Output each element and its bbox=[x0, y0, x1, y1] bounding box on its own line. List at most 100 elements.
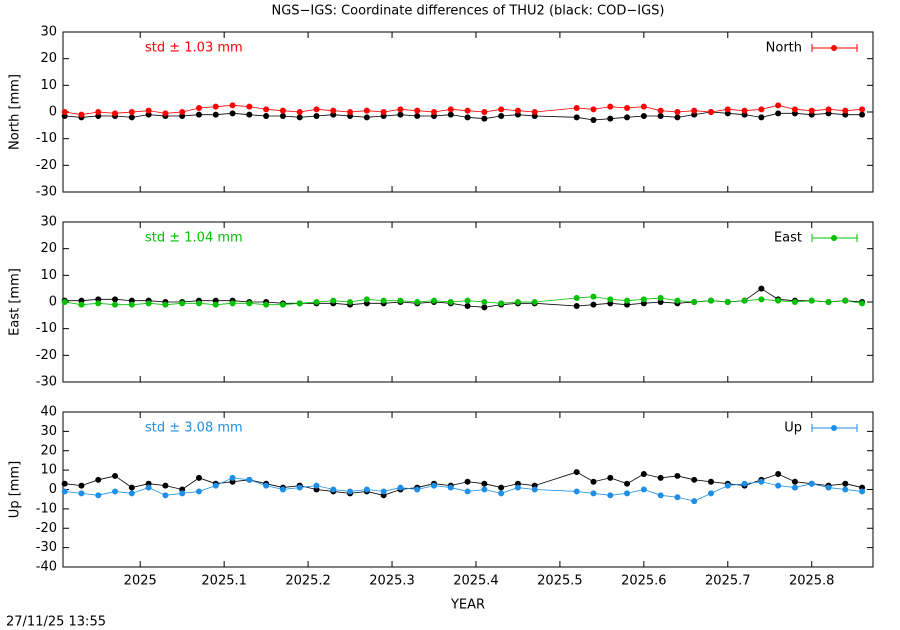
data-point bbox=[246, 111, 253, 118]
data-point bbox=[775, 110, 782, 117]
y-axis-label: North [mm] bbox=[8, 74, 23, 150]
data-point bbox=[128, 301, 135, 308]
x-tick-label: 2025.2 bbox=[285, 574, 331, 589]
legend-marker bbox=[831, 425, 837, 431]
data-point bbox=[78, 482, 85, 489]
data-point bbox=[414, 486, 421, 493]
data-point bbox=[708, 478, 714, 485]
data-point bbox=[640, 103, 647, 110]
data-point bbox=[296, 484, 303, 491]
y-tick-label: 20 bbox=[40, 51, 57, 66]
data-point bbox=[859, 300, 866, 307]
data-point bbox=[279, 113, 286, 119]
data-point bbox=[624, 105, 631, 111]
data-point bbox=[313, 106, 320, 113]
data-point bbox=[279, 486, 286, 493]
data-point bbox=[229, 110, 236, 117]
data-point bbox=[263, 482, 270, 489]
y-tick-label: 10 bbox=[40, 78, 57, 93]
data-point bbox=[640, 113, 647, 119]
data-point bbox=[590, 293, 597, 300]
y-tick-label: -20 bbox=[36, 158, 57, 173]
data-point bbox=[95, 492, 102, 499]
data-point bbox=[431, 482, 438, 489]
data-point bbox=[263, 113, 270, 119]
data-point bbox=[657, 295, 664, 301]
data-point bbox=[296, 109, 303, 115]
data-point bbox=[791, 299, 798, 305]
data-point bbox=[498, 113, 505, 119]
data-point bbox=[708, 490, 714, 497]
data-point bbox=[624, 297, 631, 304]
data-point bbox=[808, 480, 815, 487]
data-point bbox=[95, 300, 102, 307]
data-point bbox=[657, 474, 664, 481]
y-axis-label: Up [mm] bbox=[8, 461, 23, 518]
y-tick-label: -30 bbox=[36, 185, 57, 200]
data-point bbox=[842, 486, 849, 493]
x-tick-label: 2025.1 bbox=[201, 574, 247, 589]
data-point bbox=[464, 297, 471, 304]
data-point bbox=[380, 488, 387, 495]
data-point bbox=[78, 490, 85, 497]
data-point bbox=[112, 472, 119, 479]
data-point bbox=[330, 107, 337, 114]
x-tick-label: 2025.3 bbox=[369, 574, 415, 589]
data-point bbox=[112, 296, 119, 303]
data-point bbox=[464, 114, 471, 121]
data-point bbox=[431, 297, 438, 304]
data-point bbox=[246, 103, 253, 110]
data-point bbox=[607, 492, 614, 499]
data-point bbox=[162, 110, 169, 117]
data-point bbox=[657, 113, 664, 119]
data-point bbox=[145, 484, 152, 491]
y-tick-label: 20 bbox=[40, 443, 57, 458]
data-point bbox=[279, 107, 286, 114]
data-point bbox=[640, 471, 647, 477]
y-tick-label: -20 bbox=[36, 521, 57, 536]
data-point bbox=[724, 482, 731, 489]
data-point bbox=[195, 300, 202, 307]
data-point bbox=[674, 109, 681, 115]
legend-marker bbox=[831, 45, 837, 51]
data-point bbox=[674, 297, 681, 304]
data-point bbox=[447, 299, 454, 305]
data-point bbox=[112, 488, 119, 495]
data-point bbox=[657, 492, 664, 499]
x-tick-label: 2025.7 bbox=[705, 574, 751, 589]
data-point bbox=[498, 106, 505, 113]
data-point bbox=[397, 106, 404, 113]
data-point bbox=[347, 488, 354, 495]
data-point bbox=[741, 297, 748, 304]
data-point bbox=[363, 107, 370, 114]
data-point bbox=[825, 299, 832, 305]
data-point bbox=[179, 490, 186, 497]
y-tick-label: 0 bbox=[49, 295, 57, 310]
data-point bbox=[607, 103, 614, 110]
data-point bbox=[791, 478, 798, 485]
y-tick-label: 10 bbox=[40, 463, 57, 478]
data-point bbox=[195, 474, 202, 481]
data-point bbox=[95, 109, 102, 115]
y-tick-label: 10 bbox=[40, 268, 57, 283]
data-point bbox=[447, 111, 454, 118]
data-point bbox=[791, 484, 798, 491]
data-point bbox=[464, 303, 471, 309]
data-point bbox=[758, 478, 765, 485]
data-point bbox=[775, 482, 782, 489]
data-point bbox=[195, 105, 202, 111]
data-point bbox=[313, 113, 320, 119]
data-point bbox=[313, 299, 320, 305]
data-point bbox=[498, 490, 505, 497]
data-point bbox=[825, 484, 832, 491]
data-point bbox=[808, 297, 815, 304]
data-point bbox=[363, 114, 370, 121]
data-point bbox=[640, 486, 647, 493]
data-point bbox=[162, 301, 169, 308]
data-point bbox=[128, 114, 135, 121]
data-point bbox=[531, 109, 538, 115]
data-point bbox=[758, 114, 765, 121]
annotation: std ± 1.03 mm bbox=[145, 41, 243, 56]
chart-title: NGS−IGS: Coordinate differences of THU2 … bbox=[271, 4, 664, 19]
x-tick-label: 2025.6 bbox=[621, 574, 667, 589]
